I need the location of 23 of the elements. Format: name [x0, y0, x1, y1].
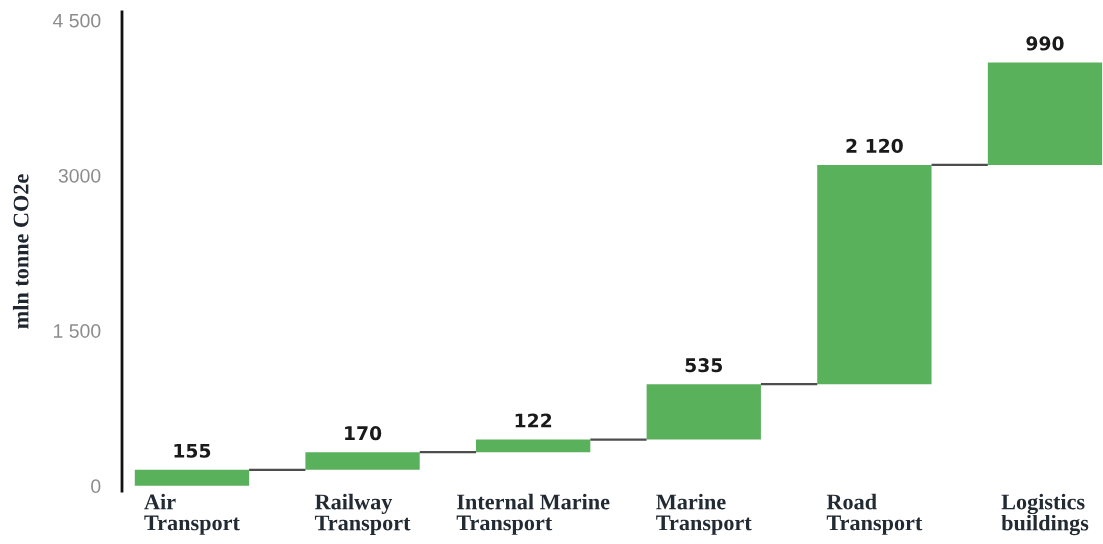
data-label: 2 120	[846, 138, 903, 153]
bar	[646, 384, 761, 440]
data-label: 170	[345, 426, 382, 441]
x-tick-label: Road Transport	[826, 493, 923, 535]
y-tick-label: 3000	[58, 168, 101, 183]
data-label: 122	[515, 413, 552, 428]
bar	[305, 452, 420, 470]
y-tick-label: 0	[91, 479, 101, 494]
bar	[817, 164, 932, 385]
y-axis-title: mln tonne CO2e	[12, 174, 29, 329]
x-tick-label: Internal Marine Transport	[456, 493, 610, 535]
x-tick-label: Logistics buildings	[1001, 493, 1089, 536]
y-tick-label: 1 500	[54, 324, 101, 338]
bar	[476, 439, 591, 453]
x-tick-label: Air Transport	[144, 493, 240, 535]
bar	[987, 62, 1103, 165]
bar	[134, 469, 250, 486]
x-tick-label: Railway Transport	[314, 493, 411, 535]
data-label: 990	[1026, 36, 1064, 51]
y-tick-label: 4 500	[52, 13, 101, 28]
x-tick-label: Marine Transport	[656, 493, 752, 535]
data-label: 155	[174, 443, 211, 458]
data-label: 535	[685, 358, 723, 373]
